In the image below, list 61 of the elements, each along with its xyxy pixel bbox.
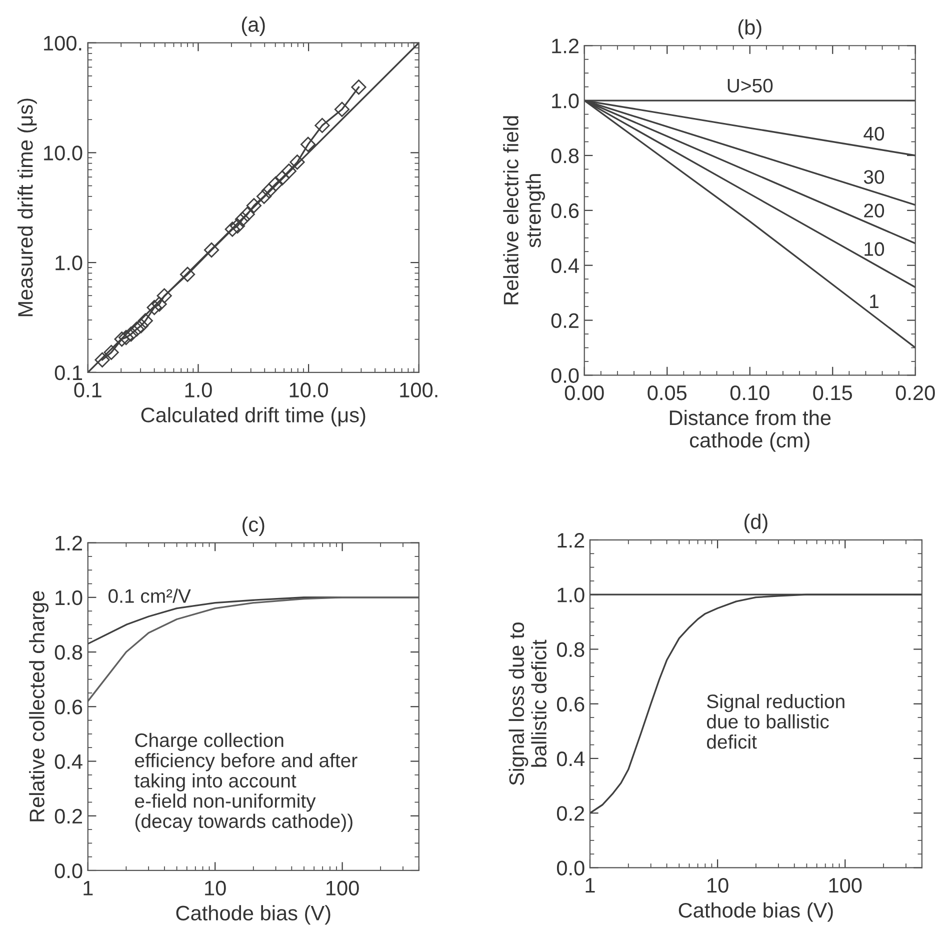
y-tick-label: 0.8 bbox=[556, 642, 584, 657]
x-tick-label: 100 bbox=[326, 880, 359, 896]
y-tick-label: 1.2 bbox=[552, 38, 578, 54]
x-tick-label: 0.20 bbox=[896, 385, 935, 400]
x-tick-label: 0.10 bbox=[730, 385, 770, 400]
y-tick-label: 0.8 bbox=[54, 645, 82, 660]
x-tick-label: 0.1 bbox=[74, 382, 102, 398]
y-tick-label: 1.0 bbox=[558, 588, 584, 602]
y-tick-label: 0.4 bbox=[54, 754, 82, 769]
y-tick-label: 0.6 bbox=[551, 203, 579, 218]
y-tick-label: 1.2 bbox=[56, 536, 82, 550]
x-tick-label: 0.00 bbox=[564, 385, 604, 400]
x-axis-title: Calculated drift time (μs) bbox=[141, 407, 366, 427]
annotation: Signal reduction due to ballistic deficit bbox=[706, 694, 844, 749]
y-tick-label: 0.1 bbox=[54, 365, 82, 380]
y-tick-label: 0.2 bbox=[556, 806, 584, 821]
x-tick-label: 10.0 bbox=[290, 382, 328, 398]
y-tick-label: 0.4 bbox=[551, 258, 579, 274]
x-tick-label: 1 bbox=[84, 880, 93, 896]
legend-label: 20 bbox=[864, 204, 884, 218]
legend-label: 40 bbox=[864, 126, 884, 141]
chart-title: (c) bbox=[242, 516, 264, 536]
y-axis-title: Measured drift time (μs) bbox=[18, 98, 37, 316]
chart-title: (a) bbox=[242, 16, 265, 36]
y-tick-label: 0.2 bbox=[54, 808, 82, 824]
legend-label: 10 bbox=[864, 242, 884, 256]
y-tick-label: 1.0 bbox=[56, 256, 82, 270]
x-tick-label: 100 bbox=[829, 878, 862, 893]
annotation: 0.1 cm²/V bbox=[108, 588, 191, 603]
legend-label: 30 bbox=[864, 170, 884, 184]
y-tick-label: 100. bbox=[44, 36, 82, 51]
annotation: Charge collection efficiency before and after taking into account e-field non-uniformity (decay towards cathode)) bbox=[134, 732, 358, 832]
x-tick-label: 10 bbox=[205, 880, 226, 896]
x-tick-label: 1 bbox=[586, 878, 595, 893]
chart-title: (d) bbox=[744, 514, 768, 534]
y-axis-title: Relative collected charge bbox=[29, 591, 49, 822]
x-tick-label: 10 bbox=[708, 878, 728, 893]
y-tick-label: 1.0 bbox=[56, 590, 82, 606]
x-axis-title: Cathode bias (V) bbox=[678, 902, 833, 922]
y-tick-label: 0.6 bbox=[54, 700, 82, 714]
y-tick-label: 10.0 bbox=[44, 146, 82, 160]
x-axis-title: Cathode bias (V) bbox=[176, 905, 330, 925]
x-tick-label: 0.15 bbox=[813, 385, 852, 400]
y-tick-label: 0.0 bbox=[551, 368, 579, 383]
y-tick-label: 0.0 bbox=[54, 863, 82, 878]
y-axis-title: Relative electric field strength bbox=[503, 116, 545, 304]
y-tick-label: 1.0 bbox=[552, 94, 579, 108]
y-tick-label: 0.0 bbox=[556, 860, 584, 876]
y-tick-label: 0.4 bbox=[556, 751, 585, 766]
y-tick-label: 0.2 bbox=[551, 313, 578, 328]
y-tick-label: 0.8 bbox=[551, 148, 579, 164]
x-axis-title: Distance from the cathode (cm) bbox=[670, 410, 831, 452]
legend-label: 1 bbox=[870, 294, 878, 308]
x-tick-label: 0.05 bbox=[648, 385, 687, 400]
x-tick-label: 1.0 bbox=[185, 382, 212, 398]
y-axis-title: Signal loss due to ballistic deficit bbox=[508, 622, 546, 786]
y-tick-label: 1.2 bbox=[558, 532, 584, 548]
series-label: U>50 bbox=[728, 78, 773, 93]
chart-title: (b) bbox=[738, 19, 762, 39]
y-tick-label: 0.6 bbox=[556, 696, 584, 712]
x-tick-label: 100. bbox=[400, 382, 438, 398]
